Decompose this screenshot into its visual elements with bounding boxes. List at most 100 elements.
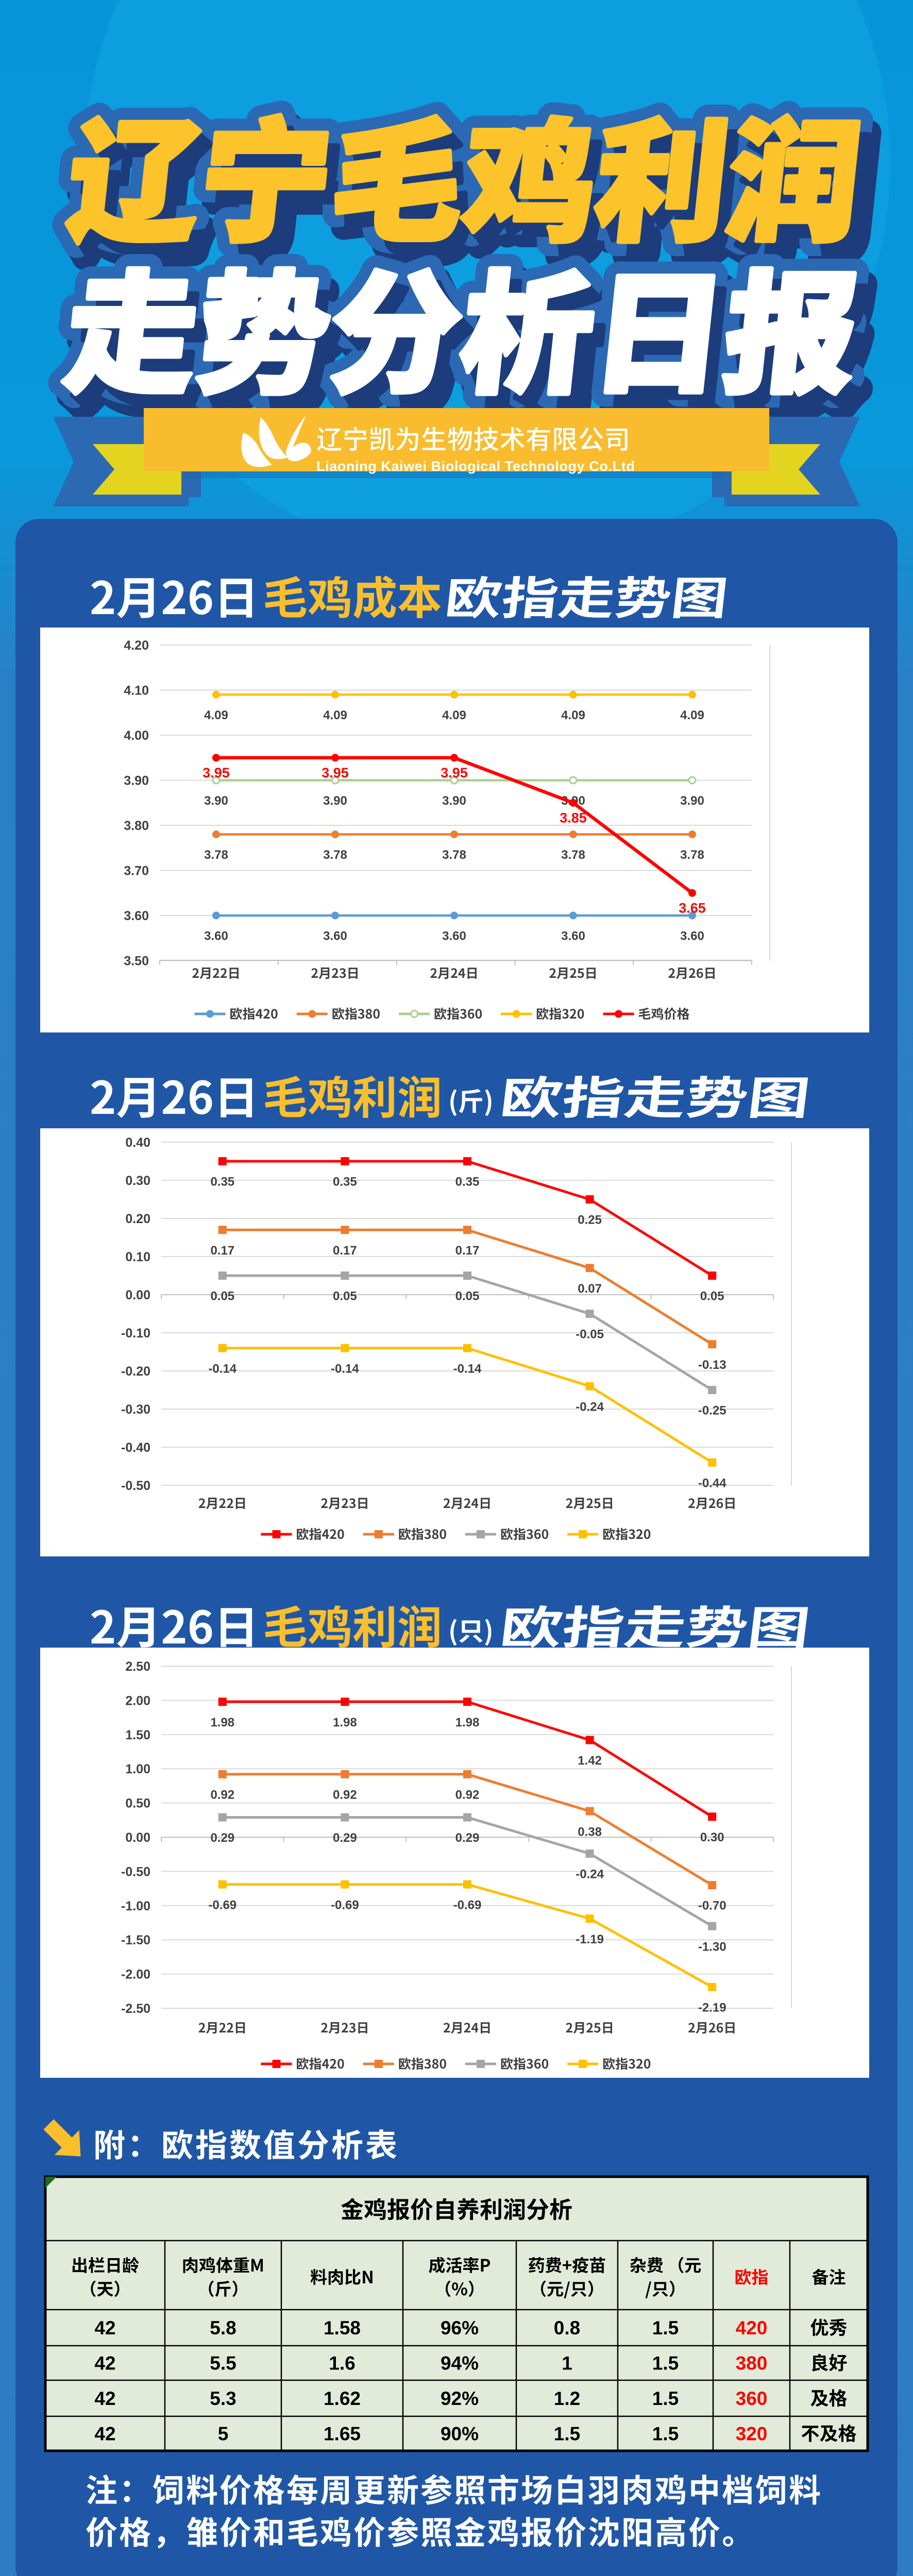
svg-text:4.10: 4.10	[124, 684, 149, 698]
svg-text:3.90: 3.90	[124, 774, 149, 788]
svg-text:3.60: 3.60	[561, 929, 585, 943]
svg-text:3.50: 3.50	[124, 954, 149, 969]
svg-text:3.95: 3.95	[441, 765, 468, 781]
svg-text:1.50: 1.50	[125, 1728, 150, 1742]
svg-text:1.5: 1.5	[652, 2424, 679, 2445]
svg-text:1.5: 1.5	[554, 2424, 580, 2445]
svg-text:-0.30: -0.30	[121, 1402, 150, 1417]
svg-text:-0.70: -0.70	[698, 1899, 726, 1913]
svg-text:-0.69: -0.69	[331, 1898, 359, 1912]
svg-text:0.05: 0.05	[333, 1290, 357, 1303]
svg-text:3.78: 3.78	[561, 848, 585, 862]
svg-text:4.09: 4.09	[204, 708, 228, 722]
svg-text:320: 320	[736, 2424, 768, 2445]
svg-text:-0.05: -0.05	[576, 1328, 604, 1342]
svg-text:-0.50: -0.50	[121, 1479, 150, 1493]
svg-text:94%: 94%	[441, 2353, 479, 2374]
svg-text:0.17: 0.17	[455, 1244, 480, 1258]
svg-text:1.98: 1.98	[210, 1716, 234, 1730]
svg-text:3.85: 3.85	[560, 810, 587, 825]
svg-text:-1.30: -1.30	[698, 1940, 726, 1954]
svg-text:3.90: 3.90	[204, 794, 228, 808]
svg-text:42: 42	[94, 2388, 115, 2409]
svg-text:1.42: 1.42	[578, 1754, 602, 1768]
svg-text:4.09: 4.09	[442, 708, 466, 722]
svg-text:-0.25: -0.25	[698, 1404, 726, 1418]
svg-text:-0.14: -0.14	[331, 1362, 359, 1376]
svg-text:4.09: 4.09	[561, 708, 585, 722]
svg-text:0.92: 0.92	[455, 1788, 480, 1802]
svg-text:0.05: 0.05	[210, 1290, 234, 1303]
svg-text:3.78: 3.78	[204, 848, 228, 862]
svg-text:360: 360	[736, 2388, 768, 2409]
svg-text:0.35: 0.35	[210, 1175, 234, 1189]
svg-text:3.95: 3.95	[322, 765, 349, 781]
svg-text:5.3: 5.3	[210, 2388, 236, 2409]
svg-text:0.00: 0.00	[125, 1288, 150, 1302]
svg-text:3.95: 3.95	[202, 765, 230, 781]
svg-text:0.25: 0.25	[578, 1213, 602, 1227]
svg-text:3.80: 3.80	[124, 819, 149, 833]
svg-text:3.78: 3.78	[442, 848, 466, 862]
svg-text:3.78: 3.78	[323, 848, 347, 862]
svg-text:1.62: 1.62	[324, 2388, 361, 2409]
svg-text:5: 5	[218, 2424, 229, 2445]
svg-text:42: 42	[94, 2424, 115, 2445]
svg-text:5.8: 5.8	[210, 2317, 236, 2338]
svg-text:420: 420	[736, 2317, 768, 2338]
svg-text:1.00: 1.00	[125, 1762, 150, 1776]
svg-text:380: 380	[736, 2353, 768, 2374]
svg-text:4.20: 4.20	[124, 638, 149, 653]
svg-text:0.10: 0.10	[125, 1250, 150, 1264]
svg-text:3.90: 3.90	[323, 794, 347, 808]
svg-text:3.60: 3.60	[204, 929, 228, 943]
svg-text:1.58: 1.58	[324, 2317, 361, 2338]
svg-text:-0.24: -0.24	[576, 1400, 604, 1414]
svg-text:-0.13: -0.13	[698, 1358, 726, 1372]
svg-text:-0.40: -0.40	[121, 1440, 150, 1455]
svg-text:-0.24: -0.24	[576, 1868, 604, 1882]
svg-text:42: 42	[94, 2353, 115, 2374]
svg-text:1: 1	[562, 2353, 572, 2374]
svg-text:-1.50: -1.50	[121, 1933, 150, 1947]
svg-text:2.00: 2.00	[125, 1693, 150, 1708]
svg-text:0.05: 0.05	[455, 1290, 480, 1303]
svg-text:0.07: 0.07	[578, 1282, 602, 1296]
svg-text:1.6: 1.6	[329, 2353, 355, 2374]
svg-text:0.40: 0.40	[125, 1136, 150, 1150]
svg-text:-2.50: -2.50	[121, 2002, 150, 2016]
svg-text:0.92: 0.92	[333, 1788, 357, 1802]
svg-text:0.00: 0.00	[125, 1831, 150, 1845]
svg-text:0.35: 0.35	[455, 1175, 480, 1189]
svg-text:42: 42	[94, 2317, 115, 2338]
svg-text:Liaoning Kaiwei Biological Tec: Liaoning Kaiwei Biological Technology Co…	[316, 459, 635, 474]
svg-text:0.29: 0.29	[210, 1831, 234, 1845]
svg-text:0.29: 0.29	[455, 1831, 480, 1845]
svg-text:1.65: 1.65	[324, 2424, 361, 2445]
svg-text:0.20: 0.20	[125, 1212, 150, 1226]
svg-text:0.30: 0.30	[700, 1831, 724, 1844]
svg-text:1.98: 1.98	[455, 1716, 480, 1730]
svg-text:1.5: 1.5	[652, 2353, 679, 2374]
svg-text:0.38: 0.38	[578, 1825, 602, 1839]
svg-text:1.5: 1.5	[652, 2388, 679, 2409]
svg-text:90%: 90%	[441, 2424, 479, 2445]
svg-text:0.92: 0.92	[210, 1788, 234, 1802]
svg-text:0.35: 0.35	[333, 1175, 357, 1189]
svg-text:3.90: 3.90	[680, 794, 704, 808]
svg-text:-0.20: -0.20	[121, 1364, 150, 1379]
svg-text:3.60: 3.60	[442, 929, 466, 943]
svg-text:1.5: 1.5	[652, 2317, 679, 2338]
svg-text:4.09: 4.09	[680, 708, 704, 722]
svg-text:0.50: 0.50	[125, 1797, 150, 1811]
svg-text:3.78: 3.78	[680, 848, 704, 862]
svg-text:-0.44: -0.44	[698, 1476, 726, 1490]
svg-text:-0.10: -0.10	[121, 1326, 150, 1341]
svg-text:4.09: 4.09	[323, 708, 347, 722]
svg-text:-0.14: -0.14	[208, 1362, 236, 1376]
svg-text:-2.00: -2.00	[121, 1968, 150, 1982]
svg-text:-0.69: -0.69	[453, 1898, 482, 1912]
svg-text:0.29: 0.29	[333, 1831, 357, 1845]
svg-text:-1.19: -1.19	[576, 1933, 604, 1946]
svg-text:4.00: 4.00	[124, 728, 149, 743]
